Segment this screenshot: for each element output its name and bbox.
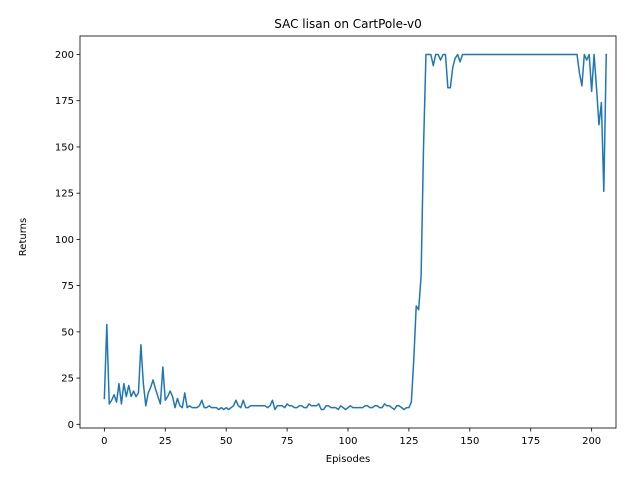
series-line-returns bbox=[103, 53, 608, 411]
plot-frame bbox=[79, 35, 617, 429]
chart-title: SAC lisan on CartPole-v0 bbox=[274, 17, 421, 31]
x-tick-label: 0 bbox=[101, 436, 107, 447]
y-tick-label: 25 bbox=[61, 374, 74, 385]
x-axis-label: Episodes bbox=[326, 454, 370, 465]
x-tick-label: 50 bbox=[220, 436, 233, 447]
y-tick-label: 125 bbox=[55, 189, 74, 200]
y-axis: 0 25 50 75 100 125 150 175 200 bbox=[55, 50, 80, 431]
y-axis-label: Returns bbox=[18, 218, 29, 256]
y-tick-label: 175 bbox=[55, 96, 74, 107]
x-tick-label: 125 bbox=[399, 436, 418, 447]
y-tick-label: 0 bbox=[68, 420, 74, 431]
x-tick-label: 200 bbox=[582, 436, 601, 447]
y-tick-label: 150 bbox=[55, 142, 74, 153]
x-axis: 0 25 50 75 100 125 150 175 200 bbox=[101, 428, 601, 447]
y-tick-label: 100 bbox=[55, 235, 74, 246]
x-tick-label: 100 bbox=[338, 436, 357, 447]
y-tick-label: 50 bbox=[61, 327, 74, 338]
x-tick-label: 175 bbox=[521, 436, 540, 447]
x-tick-label: 75 bbox=[281, 436, 294, 447]
y-tick-label: 75 bbox=[61, 281, 74, 292]
x-tick-label: 25 bbox=[159, 436, 172, 447]
y-tick-label: 200 bbox=[55, 50, 74, 61]
x-tick-label: 150 bbox=[460, 436, 479, 447]
